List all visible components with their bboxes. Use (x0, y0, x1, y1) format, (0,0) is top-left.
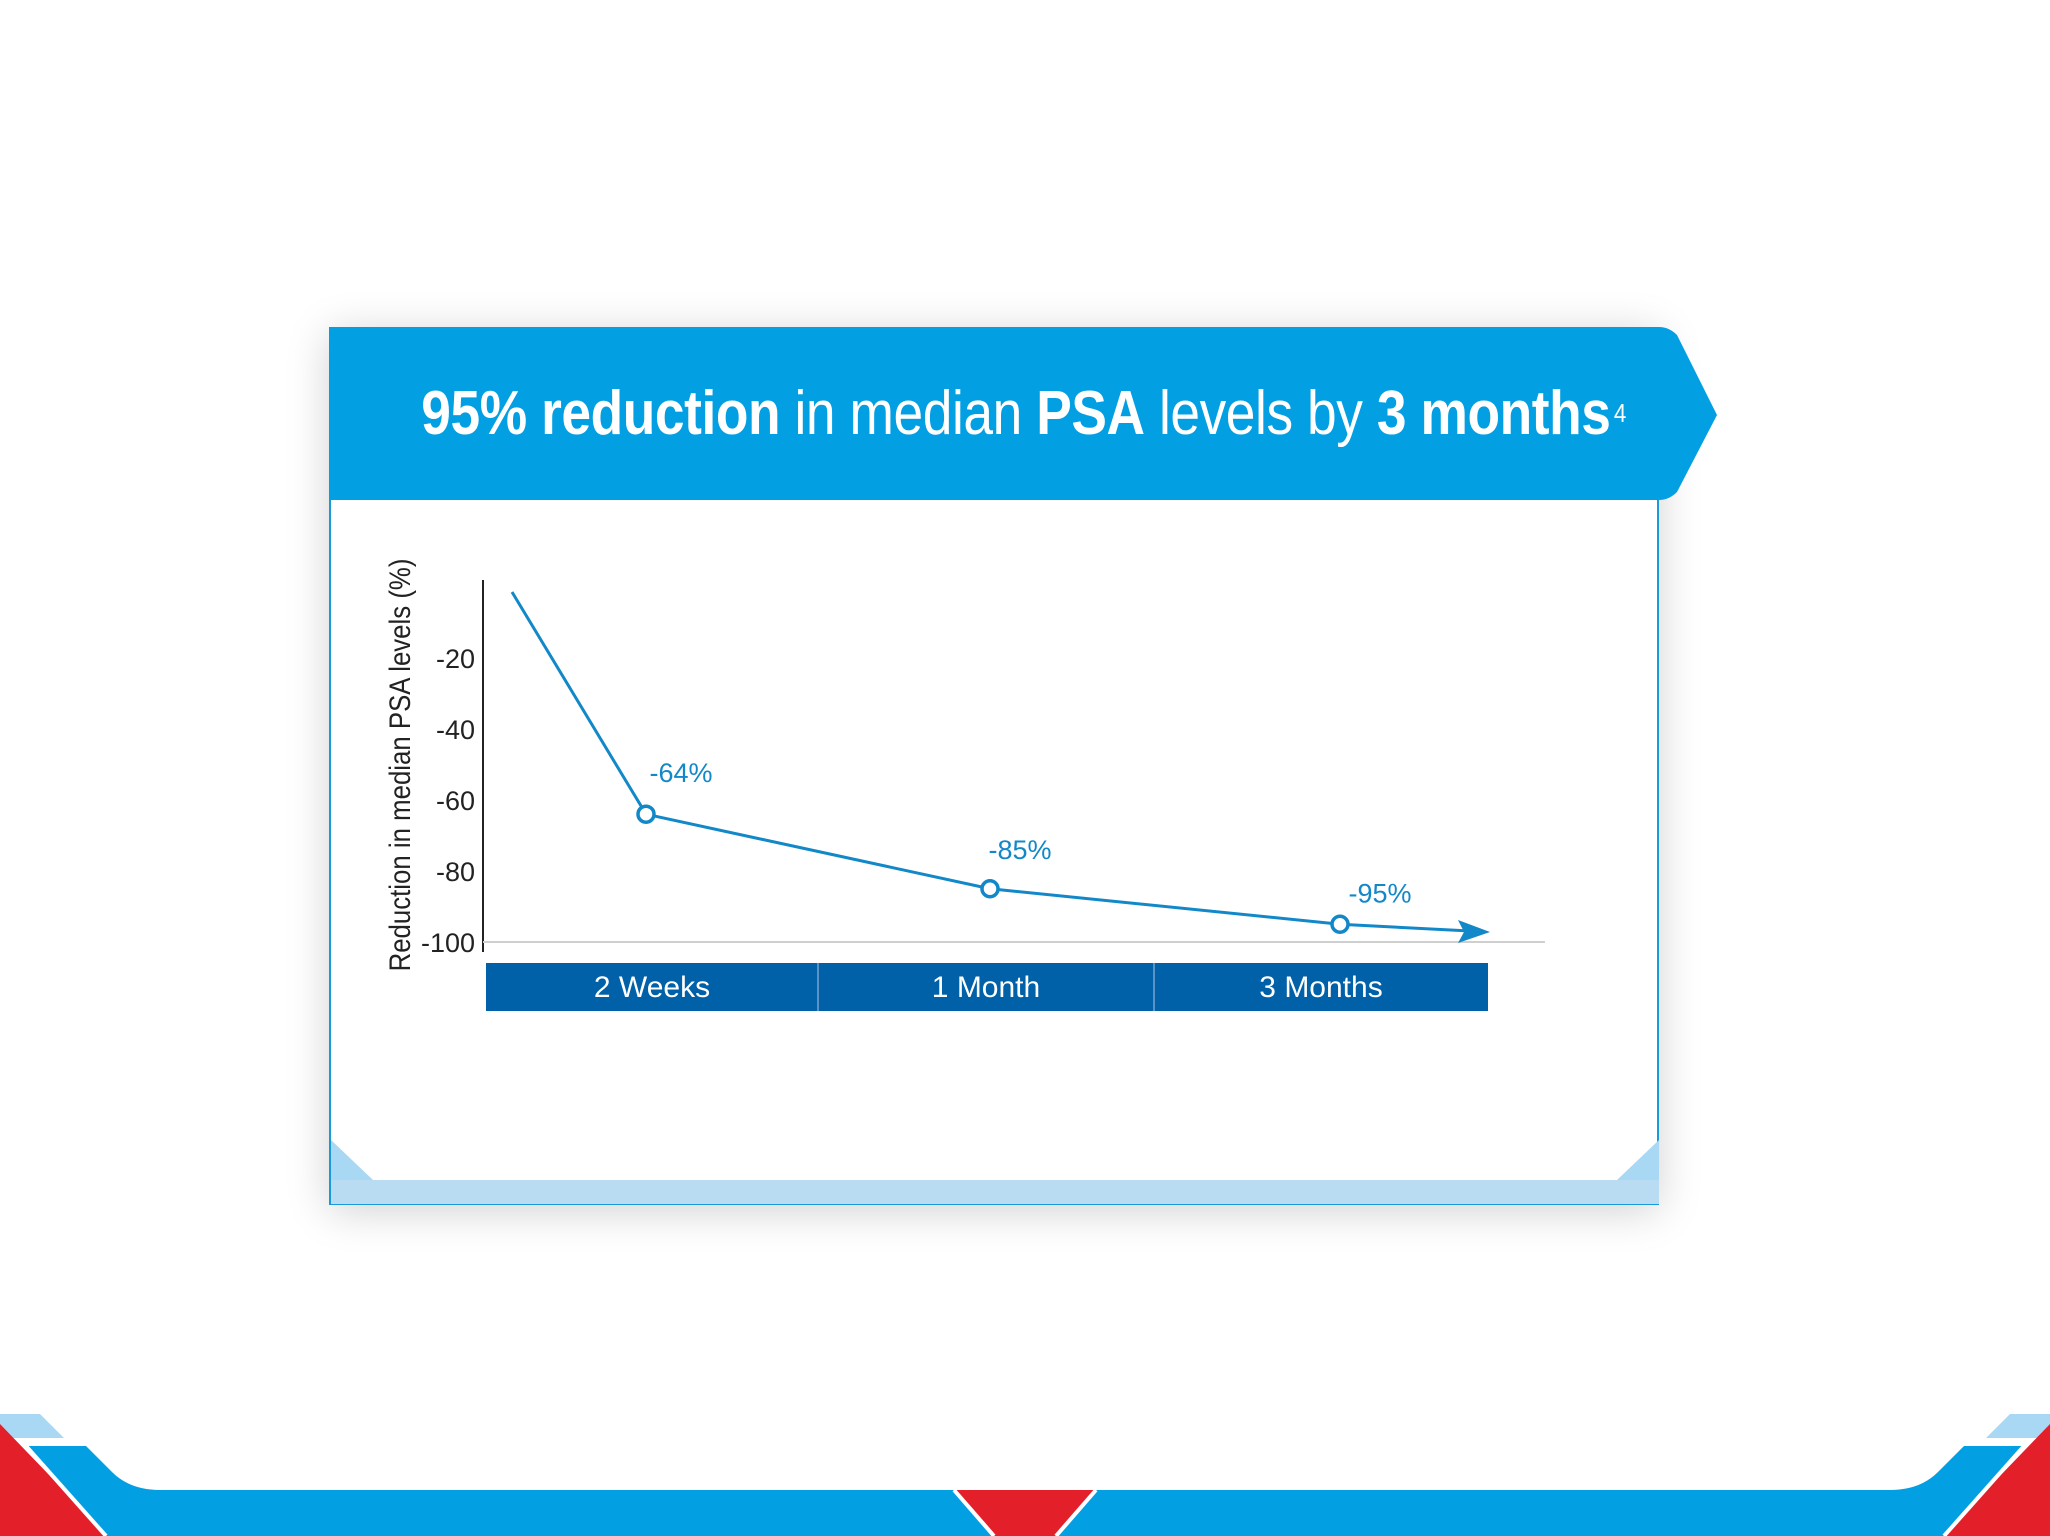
title-banner (329, 327, 1717, 500)
data-label: -95% (1348, 878, 1411, 908)
y-tick-label: -80 (436, 857, 475, 887)
y-tick-label: -40 (436, 715, 475, 745)
data-point (636, 804, 656, 824)
title-bold-1: 95% reduction (421, 379, 781, 448)
data-label: -85% (988, 835, 1051, 865)
card-bottom-tint (331, 1140, 1659, 1204)
title-bold-2: PSA (1036, 379, 1145, 448)
data-label: -64% (649, 758, 712, 788)
data-point (980, 879, 1000, 899)
y-tick-label: -20 (436, 644, 475, 674)
series-arrow-head (1458, 920, 1490, 943)
data-point (1330, 914, 1350, 934)
x-category-label: 3 Months (1259, 971, 1382, 1004)
y-axis-label: Reduction in median PSA levels (%) (383, 559, 416, 972)
title-text-2: levels by (1144, 379, 1377, 448)
title-bold-3: 3 months (1376, 379, 1611, 448)
y-tick-label: -100 (421, 928, 475, 958)
footer-decoration (0, 1414, 2050, 1536)
title-footnote: 4 (1613, 398, 1626, 428)
x-category-label: 2 Weeks (594, 971, 710, 1004)
x-category-label: 1 Month (932, 971, 1040, 1004)
banner-title: 95% reduction in median PSA levels by 3 … (421, 327, 1626, 500)
category-bar (486, 963, 1488, 1011)
y-tick-label: -60 (436, 786, 475, 816)
title-text-1: in median (780, 379, 1037, 448)
